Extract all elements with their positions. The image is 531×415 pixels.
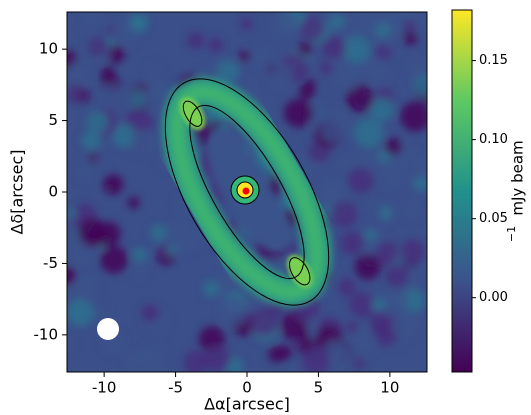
- colorbar-scale: [452, 10, 472, 372]
- colorbar: mJy beam −1 0.00 0.05 0.10 0.15: [452, 10, 527, 372]
- y-tick-label: -5: [43, 254, 58, 272]
- colorbar-tick-label: 0.00: [479, 290, 508, 305]
- image-map: [58, 1, 437, 376]
- x-tick-label: 0: [242, 379, 252, 397]
- beam: [97, 318, 119, 340]
- x-tick-label: 10: [380, 379, 399, 397]
- source-marker: [243, 188, 250, 195]
- chart: Δα[arcsec] Δδ[arcsec] mJy beam −1 0.00 0.…: [0, 0, 531, 415]
- x-tick-label: 5: [314, 379, 324, 397]
- y-tick-label: 0: [48, 183, 58, 201]
- colorbar-tick-label: 0.15: [479, 53, 508, 68]
- y-axis-label: Δδ[arcsec]: [8, 149, 27, 234]
- y-tick-label: -10: [34, 325, 59, 343]
- y-tick-label: 5: [48, 111, 58, 129]
- colorbar-tick-label: 0.10: [479, 132, 508, 147]
- y-tick-label: 10: [39, 40, 58, 58]
- colorbar-label-superscript: −1: [505, 226, 518, 242]
- x-axis-label: Δα[arcsec]: [204, 395, 290, 414]
- colorbar-label: mJy beam: [509, 140, 527, 215]
- colorbar-tick-label: 0.05: [479, 211, 508, 226]
- x-tick-label: -10: [92, 379, 117, 397]
- x-tick-label: -5: [168, 379, 183, 397]
